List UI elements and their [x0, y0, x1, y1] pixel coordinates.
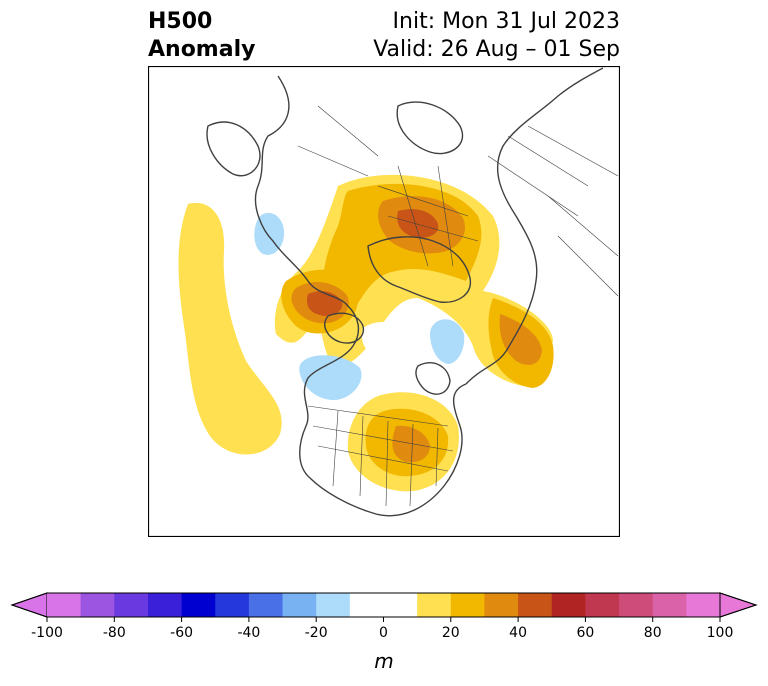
title-valid: Valid: 26 Aug – 01 Sep [373, 37, 620, 62]
colorbar-swatch [551, 593, 586, 617]
colorbar-extend-high [719, 592, 758, 618]
map-frame [148, 66, 620, 537]
colorbar-swatch [686, 593, 721, 617]
colorbar-tick-label: 0 [379, 625, 388, 641]
colorbar-swatch [47, 593, 82, 617]
colorbar-unit-label: m [374, 649, 393, 673]
colorbar-tick-label: 20 [442, 625, 460, 641]
colorbar-swatch [417, 593, 452, 617]
colorbar-swatch [114, 593, 149, 617]
chart-title-right: Init: Mon 31 Jul 2023 Valid: 26 Aug – 01… [373, 8, 620, 64]
chart-title-left: H500 Anomaly [148, 8, 255, 64]
colorbar-tick-label: -40 [237, 625, 260, 641]
colorbar-swatch [450, 593, 485, 617]
anomaly-map [148, 66, 620, 537]
colorbar-tick-label: -20 [305, 625, 328, 641]
map-coastlines [206, 67, 604, 517]
colorbar-tick-label: -60 [170, 625, 193, 641]
colorbar-swatch [248, 593, 284, 617]
colorbar: -100 -80 -60 -40 -20 0 20 40 60 80 100 m [10, 592, 758, 673]
colorbar-swatch [80, 593, 115, 617]
colorbar-ticks: -100 -80 -60 -40 -20 0 20 40 60 80 100 [31, 617, 733, 641]
colorbar-swatch [484, 593, 519, 617]
map-borders [297, 105, 619, 507]
colorbar-tick-label: -80 [103, 625, 126, 641]
colorbar-extend-low [10, 592, 48, 618]
colorbar-tick-label: 40 [509, 625, 527, 641]
colorbar-swatch [147, 593, 183, 617]
colorbar-swatch [652, 593, 687, 617]
colorbar-swatch [316, 593, 351, 617]
colorbar-swatch [282, 593, 317, 617]
colorbar-swatch [215, 593, 250, 617]
colorbar-swatch [619, 593, 654, 617]
colorbar-tick-label: 60 [576, 625, 594, 641]
anomaly-shading [178, 174, 554, 492]
colorbar-tick-label: -100 [31, 625, 63, 641]
title-type: Anomaly [148, 37, 256, 62]
colorbar-swatch [181, 593, 216, 617]
colorbar-swatch [383, 593, 418, 617]
colorbar-tick-label: 100 [707, 625, 734, 641]
colorbar-swatches [10, 592, 758, 618]
title-init: Init: Mon 31 Jul 2023 [392, 9, 620, 34]
title-variable: H500 [148, 9, 213, 34]
colorbar-tick-label: 80 [644, 625, 662, 641]
colorbar-swatch [585, 593, 620, 617]
colorbar-swatch [349, 593, 384, 617]
colorbar-swatch [518, 593, 553, 617]
